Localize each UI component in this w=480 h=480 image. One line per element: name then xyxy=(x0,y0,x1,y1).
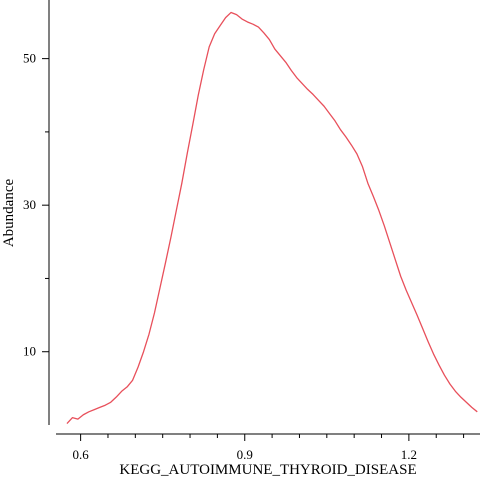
y-tick-label: 30 xyxy=(23,197,36,212)
y-tick-label: 10 xyxy=(23,344,36,359)
y-tick-label: 50 xyxy=(23,51,36,66)
tick-labels: 10 30 50 0.6 0.9 1.2 xyxy=(23,51,417,462)
series-group xyxy=(66,11,478,424)
x-axis-title: KEGG_AUTOIMMUNE_THYROID_DISEASE xyxy=(119,462,416,478)
x-tick-label: 1.2 xyxy=(401,447,417,462)
x-tick-label: 0.9 xyxy=(237,447,253,462)
ticks xyxy=(42,58,465,441)
y-axis-title: Abundance xyxy=(1,179,17,248)
axes xyxy=(48,0,480,435)
x-tick-label: 0.6 xyxy=(72,447,89,462)
series-line xyxy=(66,11,478,424)
